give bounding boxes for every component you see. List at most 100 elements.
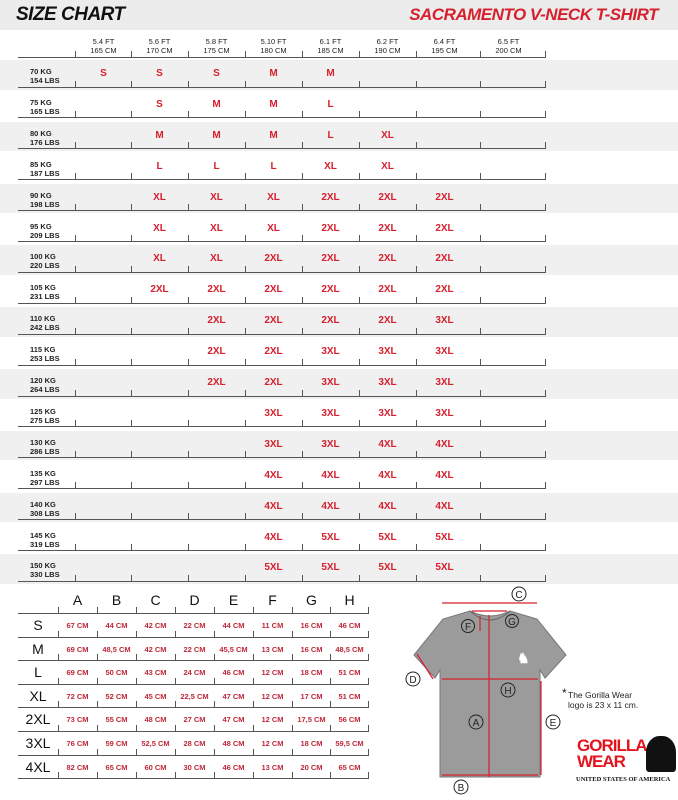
row-divider (18, 683, 368, 685)
size-cell: 5XL (435, 531, 454, 543)
tick (214, 724, 215, 732)
tick (302, 142, 303, 150)
tick (131, 327, 132, 335)
measure-lines (416, 602, 542, 777)
row-divider (18, 117, 546, 119)
tick (359, 50, 360, 58)
measurement-cell: 72 CM (66, 691, 89, 701)
tick (131, 204, 132, 212)
row-divider (18, 271, 546, 273)
weight-row: 130 KG 286 LBS 3XL 3XL 4XL 4XL (0, 430, 678, 461)
tick (359, 451, 360, 459)
shirt-shape (413, 610, 567, 778)
size-cell: 5XL (378, 531, 397, 543)
tick (480, 142, 481, 150)
weight-lbs: 275 LBS (30, 415, 60, 425)
size-cell: L (270, 160, 277, 172)
tick (302, 111, 303, 119)
measurement-cell: 44 CM (105, 621, 128, 630)
tick (245, 111, 246, 119)
row-divider (18, 86, 546, 88)
tick (359, 327, 360, 335)
weight-kg: 85 KG (30, 159, 52, 169)
height-cm: 185 CM (317, 46, 344, 55)
weight-lbs: 319 LBS (30, 539, 60, 549)
measurement-cell: 51 CM (338, 668, 361, 678)
tick (58, 606, 59, 614)
measurement-cell: 24 CM (183, 668, 206, 678)
size-cell: XL (153, 253, 166, 265)
weight-kg: 130 KG (30, 437, 56, 447)
tick (480, 265, 481, 273)
size-cell: S (156, 98, 163, 110)
brand-logo: GORILLA WEAR (577, 737, 647, 770)
tick (330, 748, 331, 756)
measurement-header-row: A B C D E F G H (0, 590, 380, 614)
measurement-cell: 59 CM (105, 739, 128, 748)
tick (58, 701, 59, 709)
size-cell: 2XL (321, 253, 340, 265)
tick (131, 451, 132, 459)
tick (245, 544, 246, 552)
tick (188, 389, 189, 397)
weight-lbs: 220 LBS (30, 261, 60, 271)
tick (245, 80, 246, 88)
height-cm: 195 CM (431, 46, 458, 55)
row-divider (18, 426, 546, 428)
size-cell: XL (381, 160, 394, 172)
size-cell: 4XL (264, 531, 283, 543)
weight-row: 85 KG 187 LBS L L L XL XL (0, 153, 678, 183)
tick (97, 724, 98, 732)
measurement-cell: 46 CM (222, 762, 245, 772)
weight-label: 70 KG 154 LBS (30, 67, 60, 85)
tick (131, 420, 132, 428)
size-label: M (32, 640, 44, 657)
weight-kg: 105 KG (30, 283, 56, 293)
measurement-cell: 13 CM (261, 762, 284, 772)
weight-row: 145 KG 319 LBS 4XL 5XL 5XL 5XL (0, 524, 678, 554)
tick (58, 677, 59, 685)
size-label: 4XL (25, 758, 51, 775)
tick (188, 142, 189, 150)
label-c: C (515, 590, 522, 601)
tick (131, 142, 132, 150)
measurement-cell: 44 CM (222, 621, 245, 630)
tick (545, 80, 546, 88)
height-header: 6.4 FT 195 CM (416, 37, 473, 55)
size-cell: 2XL (378, 315, 397, 327)
weight-kg: 90 KG (30, 190, 52, 200)
tick (58, 630, 59, 638)
size-cell: M (269, 68, 278, 79)
tick (359, 111, 360, 119)
tick (330, 701, 331, 709)
size-cell: XL (153, 222, 166, 234)
weight-lbs: 297 LBS (30, 477, 60, 487)
row-divider (18, 302, 546, 304)
size-cell: 3XL (435, 377, 454, 388)
tick (131, 482, 132, 490)
size-cell: 5XL (435, 562, 454, 574)
collar (469, 610, 511, 621)
measurement-cell: 12 CM (261, 668, 284, 678)
size-cell: L (213, 160, 220, 172)
tick (416, 265, 417, 273)
height-header: 6.1 FT 185 CM (302, 37, 359, 55)
tick (75, 173, 76, 181)
weight-label: 115 KG 253 LBS (30, 345, 60, 363)
tick (136, 677, 137, 685)
weight-row: 135 KG 297 LBS 4XL 4XL 4XL 4XL (0, 462, 678, 492)
size-cell: 2XL (378, 191, 397, 203)
size-label: L (34, 664, 42, 681)
tick (545, 173, 546, 181)
weight-lbs: 198 LBS (30, 199, 60, 209)
row-divider (18, 241, 546, 243)
height-cm: 200 CM (495, 46, 522, 55)
row-divider (18, 519, 546, 521)
tick (58, 748, 59, 756)
size-cell: 2XL (321, 315, 340, 327)
tick (131, 389, 132, 397)
measurement-cell: 52 CM (105, 691, 128, 701)
tick (545, 420, 546, 428)
tick (416, 389, 417, 397)
size-cell: 2XL (435, 284, 454, 296)
